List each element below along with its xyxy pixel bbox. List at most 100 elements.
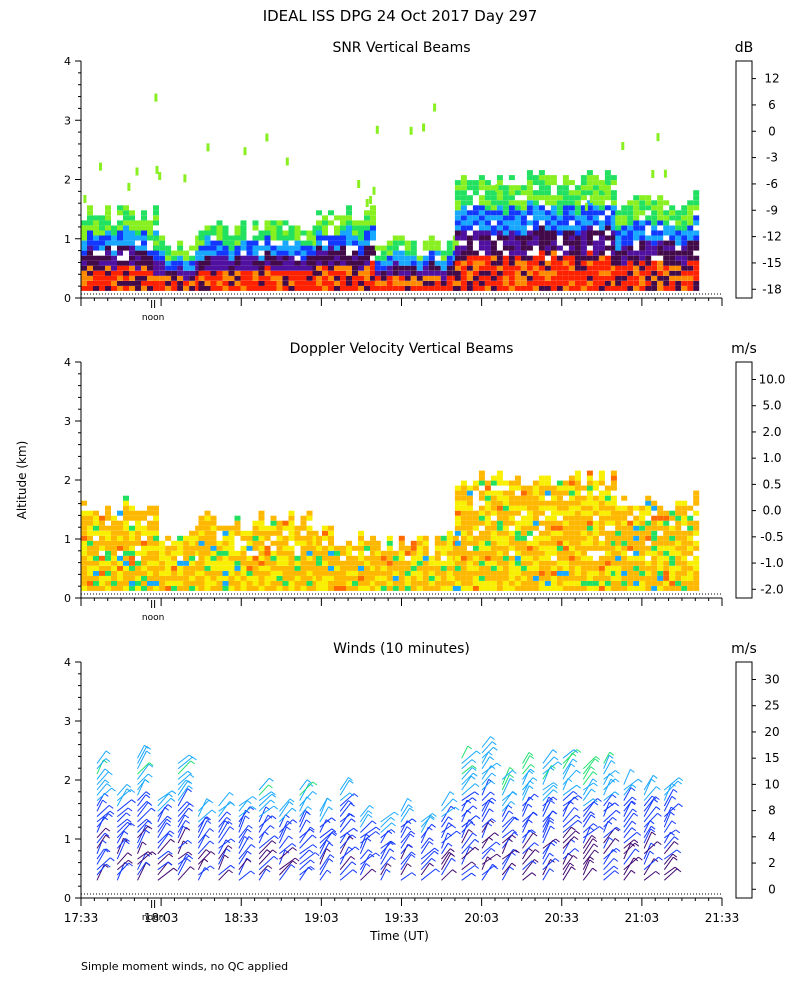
- heatmap-cell: [627, 525, 634, 531]
- heatmap-cell: [526, 485, 533, 491]
- wind-barb: [582, 756, 597, 770]
- heatmap-cell: [466, 235, 473, 241]
- heatmap-cell: [472, 250, 479, 256]
- heatmap-cell: [264, 285, 271, 291]
- heatmap-cell: [189, 280, 196, 286]
- heatmap-cell: [496, 265, 503, 271]
- wind-barb: [522, 847, 529, 860]
- heatmap-cell: [556, 570, 563, 576]
- wind-barb-feather: [549, 817, 555, 821]
- wind-barb: [501, 810, 510, 823]
- wind-barb: [339, 777, 349, 791]
- heatmap-cell: [460, 535, 467, 541]
- heatmap-cell: [386, 250, 393, 256]
- wind-barb: [137, 802, 149, 817]
- wind-barb-feather: [410, 854, 416, 858]
- heatmap-cell: [454, 540, 461, 546]
- heatmap-cell: [460, 270, 467, 276]
- heatmap-cell: [663, 245, 670, 251]
- heatmap-cell: [153, 230, 159, 236]
- heatmap-cell: [105, 210, 111, 216]
- heatmap-cell: [171, 575, 178, 581]
- heatmap-cell: [538, 485, 545, 491]
- heatmap-cell: [240, 265, 247, 271]
- heatmap-cell: [270, 565, 277, 571]
- wind-barb: [562, 819, 579, 833]
- heatmap-cell: [216, 570, 223, 576]
- heatmap-cell: [657, 200, 664, 206]
- wind-barb: [603, 778, 616, 791]
- heatmap-cell: [346, 235, 352, 241]
- wind-barb-feather: [205, 834, 210, 839]
- wind-barb: [583, 826, 600, 839]
- wind-barb: [522, 803, 529, 817]
- heatmap-cell: [386, 575, 393, 581]
- heatmap-cell: [312, 270, 319, 276]
- heatmap-cell: [334, 265, 340, 271]
- wind-barb: [582, 766, 592, 780]
- heatmap-cell: [322, 280, 328, 286]
- colorbar-label: 2: [768, 856, 776, 870]
- heatmap-cell: [663, 255, 670, 261]
- heatmap-cell: [580, 485, 587, 491]
- heatmap-cell: [111, 580, 117, 586]
- wind-barb-feather: [549, 868, 555, 872]
- heatmap-cell: [147, 570, 153, 576]
- heatmap-cell: [87, 280, 93, 286]
- wind-barb-feather: [273, 856, 279, 860]
- heatmap-cell: [105, 225, 111, 231]
- heatmap-cell: [183, 255, 190, 261]
- heatmap-cell: [234, 530, 241, 536]
- heatmap-cell: [135, 250, 141, 256]
- heatmap-cell: [165, 275, 172, 281]
- heatmap-cell: [526, 580, 533, 586]
- heatmap-cell: [615, 270, 622, 276]
- wind-barb-feather: [353, 793, 359, 797]
- wind-barb: [522, 860, 533, 871]
- heatmap-cell: [422, 565, 429, 571]
- heatmap-cell: [422, 270, 429, 276]
- heatmap-cell: [598, 200, 605, 206]
- heatmap-cell: [556, 505, 563, 511]
- heatmap-cell: [538, 540, 545, 546]
- heatmap-cell: [129, 550, 135, 556]
- heatmap-cell: [681, 260, 688, 266]
- heatmap-cell: [234, 585, 241, 591]
- wind-barb: [603, 826, 617, 839]
- heatmap-cell: [556, 275, 563, 281]
- heatmap-cell: [198, 245, 205, 251]
- heatmap-cell: [663, 530, 670, 536]
- wind-barb-feather: [145, 829, 150, 834]
- wind-barb-feather: [126, 788, 132, 793]
- heatmap-cell: [300, 230, 307, 236]
- heatmap-cell: [210, 255, 217, 261]
- heatmap-cell: [693, 205, 700, 211]
- heatmap-cell: [81, 265, 87, 271]
- heatmap-cell: [322, 555, 328, 561]
- heatmap-cell: [234, 265, 241, 271]
- wind-barb: [461, 821, 472, 833]
- wind-barb: [400, 872, 413, 881]
- heatmap-cell: [99, 515, 105, 521]
- heatmap-cell: [159, 280, 166, 286]
- heatmap-cell: [639, 570, 646, 576]
- heatmap-cell: [446, 535, 453, 541]
- heatmap-cell: [129, 250, 135, 256]
- heatmap-cell: [645, 520, 652, 526]
- heatmap-cell: [687, 570, 694, 576]
- wind-barb: [522, 764, 531, 775]
- wind-barb-feather: [170, 838, 175, 843]
- heatmap-cell: [580, 500, 587, 506]
- heatmap-cell: [398, 535, 405, 541]
- wind-barb: [299, 828, 311, 839]
- wind-barb-feather: [147, 820, 153, 825]
- heatmap-cell: [478, 560, 485, 566]
- wind-barb: [522, 872, 533, 881]
- heatmap-cell: [392, 240, 399, 246]
- heatmap-cell: [135, 550, 141, 556]
- heatmap-cell: [316, 225, 322, 231]
- heatmap-cell: [478, 475, 485, 481]
- heatmap-cell: [228, 560, 235, 566]
- heatmap-cell: [129, 525, 135, 531]
- heatmap-cell: [592, 560, 599, 566]
